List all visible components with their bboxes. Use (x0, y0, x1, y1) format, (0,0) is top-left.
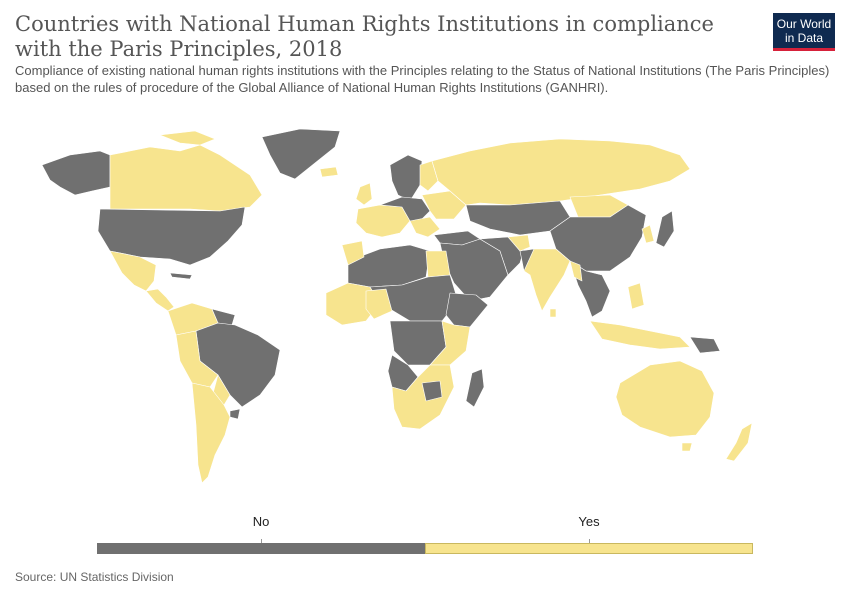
region-philippines[interactable] (627, 282, 645, 310)
region-uruguay[interactable] (229, 408, 241, 420)
region-cuba[interactable] (169, 272, 193, 280)
region-indonesia-malaysia[interactable] (589, 320, 691, 350)
region-usa[interactable] (97, 206, 246, 266)
region-greenland[interactable] (261, 128, 341, 180)
region-nigeria[interactable] (365, 288, 393, 320)
region-zimbabwe[interactable] (421, 380, 443, 402)
region-balkans[interactable] (409, 216, 441, 238)
source-note: Source: UN Statistics Division (15, 570, 174, 584)
region-iceland[interactable] (319, 166, 339, 178)
region-japan[interactable] (655, 210, 675, 248)
chart-subtitle: Compliance of existing national human ri… (15, 63, 830, 95)
region-myanmar[interactable] (569, 260, 583, 282)
region-australia[interactable] (615, 360, 715, 438)
region-arctic-islands[interactable] (159, 130, 216, 146)
region-afghanistan[interactable] (507, 234, 531, 252)
region-scandinavia[interactable] (389, 154, 423, 202)
world-map[interactable] (30, 125, 790, 495)
region-madagascar[interactable] (465, 368, 485, 408)
region-alaska[interactable] (41, 150, 111, 196)
region-new-zealand[interactable] (725, 422, 753, 462)
region-tasmania[interactable] (681, 442, 693, 452)
legend-label-no: No (252, 514, 270, 529)
region-india[interactable] (523, 248, 571, 312)
region-argentina-chile[interactable] (191, 382, 231, 484)
region-central-europe[interactable] (379, 196, 431, 222)
logo-line-2: in Data (784, 31, 824, 45)
region-egypt[interactable] (425, 250, 451, 278)
logo-line-1: Our World (776, 17, 832, 31)
owid-logo[interactable]: Our World in Data (773, 13, 835, 51)
chart-title: Countries with National Human Rights Ins… (15, 12, 714, 61)
legend-swatch-yes[interactable] (425, 543, 753, 554)
legend-swatch-no[interactable] (97, 543, 425, 554)
region-canada[interactable] (109, 144, 263, 212)
region-east-africa[interactable] (429, 320, 471, 366)
region-western-europe[interactable] (355, 204, 411, 238)
region-korea[interactable] (641, 224, 655, 244)
region-russia[interactable] (431, 138, 691, 206)
region-central-america[interactable] (145, 288, 175, 312)
legend-label-yes: Yes (578, 514, 600, 529)
legend-tick-no (261, 539, 262, 543)
region-papua-new-guinea[interactable] (689, 336, 721, 354)
legend-tick-yes (589, 539, 590, 543)
region-mexico[interactable] (109, 250, 157, 292)
logo-accent-bar (773, 48, 835, 51)
region-uk-ireland[interactable] (355, 182, 373, 206)
region-sri-lanka[interactable] (549, 308, 557, 318)
region-finland[interactable] (419, 160, 439, 192)
region-morocco[interactable] (341, 240, 365, 266)
region-peru-bolivia[interactable] (175, 330, 219, 388)
